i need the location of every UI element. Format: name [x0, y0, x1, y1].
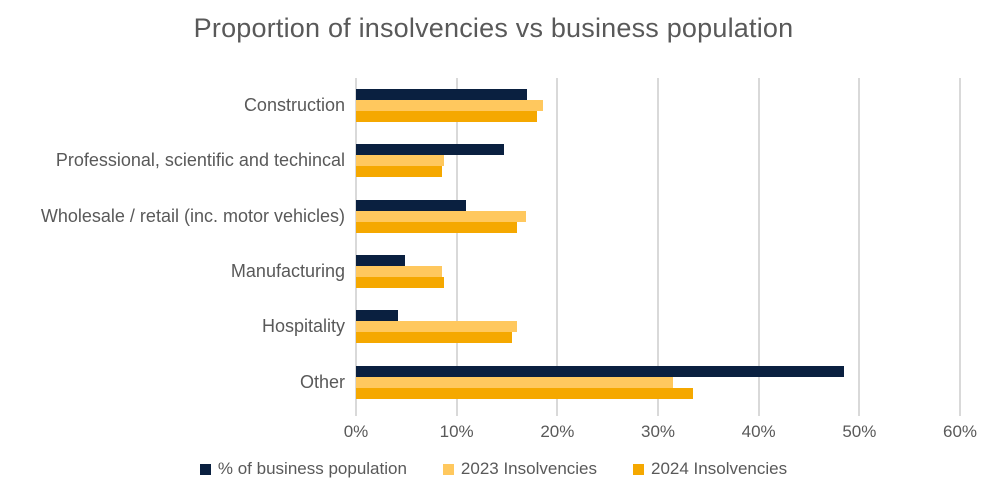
bar-series-1-category-1 — [356, 155, 444, 167]
legend-item-1: 2023 Insolvencies — [442, 459, 598, 479]
category-labels: Construction Professional, scientific and… — [0, 78, 345, 410]
x-axis: 0% 10% 20% 30% 40% 50% 60% — [344, 422, 977, 444]
x-tick-label-20: 20% — [540, 422, 575, 441]
legend-item-0: % of business population — [199, 459, 407, 479]
plot-area — [355, 78, 961, 416]
bar-series-1-category-2 — [356, 210, 527, 222]
bar-series-0-category-5 — [356, 365, 845, 377]
category-label-5: Other — [299, 371, 345, 392]
legend-marker-icon — [199, 463, 211, 475]
x-tick-label-50: 50% — [842, 422, 877, 441]
bar-group-3 — [356, 244, 960, 299]
bar-group-2 — [356, 189, 960, 244]
bar-series-1-category-5 — [356, 376, 674, 388]
bar-group-1 — [356, 133, 960, 188]
gridline-40 — [757, 78, 760, 416]
x-tick-label-10: 10% — [439, 422, 474, 441]
legend-item-2: 2024 Insolvencies — [633, 459, 787, 479]
bar-series-0-category-1 — [356, 144, 504, 156]
x-tick-label-0: 0% — [343, 422, 369, 441]
legend-label: 2023 Insolvencies — [460, 459, 598, 478]
category-label-2: Wholesale / retail (inc. motor vehicles) — [40, 205, 345, 226]
category-label-4: Hospitality — [261, 316, 345, 337]
bar-series-0-category-2 — [356, 199, 466, 211]
bar-series-0-category-3 — [356, 255, 406, 267]
legend-marker-icon — [442, 463, 454, 475]
x-tick-label-30: 30% — [640, 422, 676, 441]
x-tick-label-60: 60% — [942, 422, 978, 441]
category-label-3: Manufacturing — [230, 261, 345, 282]
gridline-30 — [657, 78, 659, 416]
legend-marker-icon — [633, 463, 645, 475]
bar-series-1-category-0 — [356, 100, 544, 112]
bar-series-2-category-4 — [356, 332, 513, 344]
bar-series-2-category-3 — [356, 277, 444, 289]
chart-title: Proportion of insolvencies vs business p… — [193, 13, 794, 43]
bar-series-0-category-0 — [356, 89, 528, 101]
bar-series-1-category-4 — [356, 321, 518, 333]
gridline-10 — [455, 78, 458, 416]
gridline-50 — [858, 78, 861, 416]
category-label-0: Construction — [243, 95, 345, 116]
bar-group-5 — [356, 355, 960, 410]
bar-group-4 — [356, 299, 960, 354]
gridline-60 — [959, 78, 961, 416]
bar-series-1-category-3 — [356, 266, 442, 278]
gridline-20 — [556, 78, 559, 416]
legend-label: 2024 Insolvencies — [651, 459, 788, 478]
gridline-0 — [355, 78, 357, 416]
bar-group-0 — [356, 78, 960, 133]
bar-series-2-category-0 — [356, 111, 538, 123]
bar-series-2-category-5 — [356, 387, 694, 399]
bar-series-2-category-2 — [356, 221, 518, 233]
legend: % of business population 2023 Insolvencie… — [0, 459, 987, 479]
x-tick-label-40: 40% — [741, 422, 776, 441]
legend-label: % of business population — [217, 459, 407, 478]
category-label-1: Professional, scientific and techincal — [55, 150, 345, 171]
bar-series-2-category-1 — [356, 166, 442, 178]
bar-series-0-category-4 — [356, 310, 399, 322]
